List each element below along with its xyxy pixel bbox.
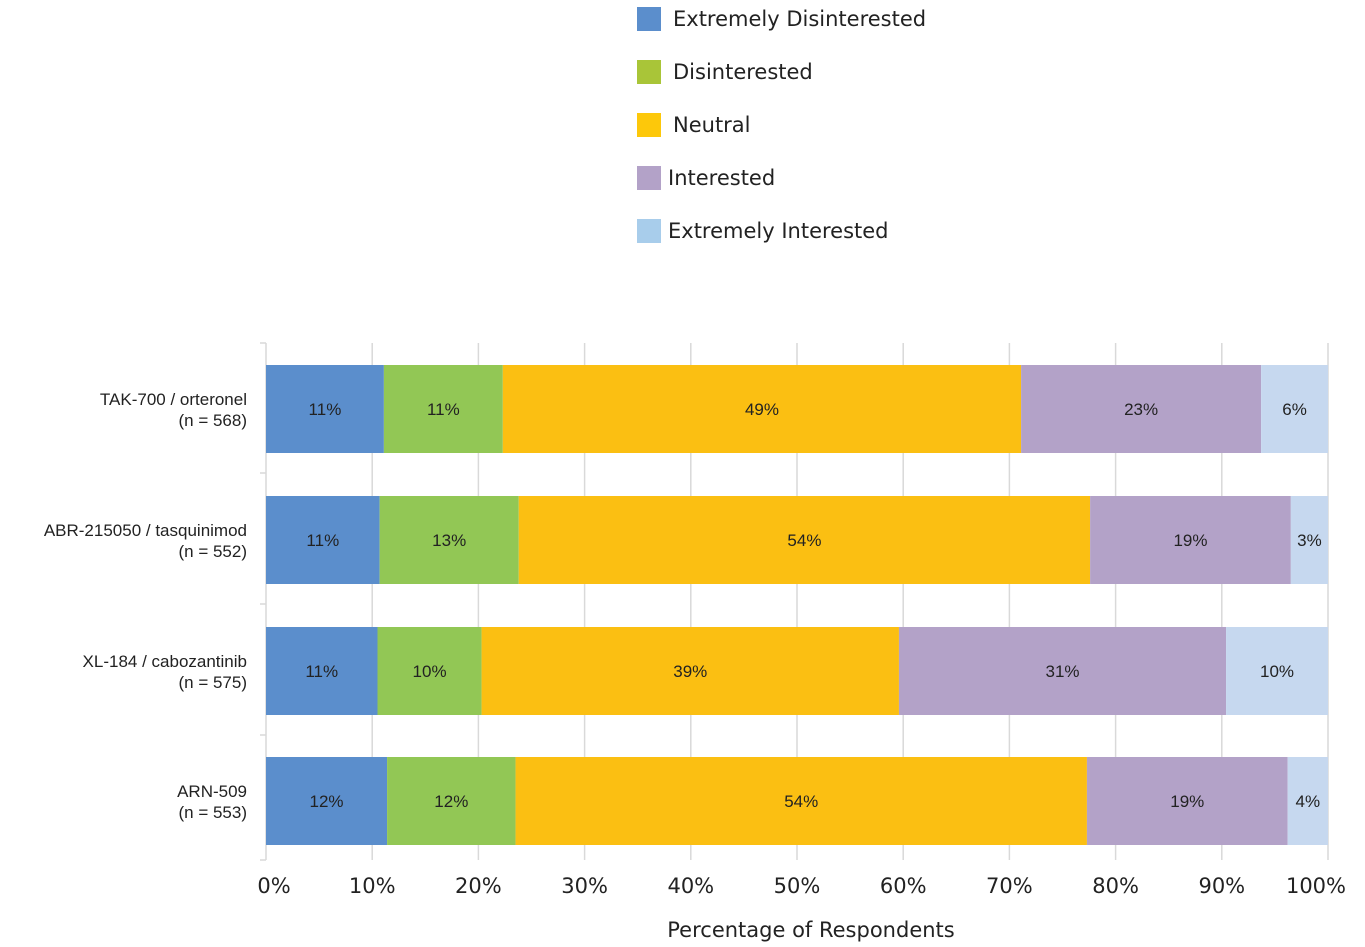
data-label-2-4: 19% [1173, 531, 1207, 550]
data-label-4-2: 12% [434, 792, 468, 811]
bar-segment-4-4 [1086, 757, 1288, 845]
x-tick-20pct: 20% [455, 874, 502, 898]
category-label-1-line-1: TAK-700 / orteronel [100, 390, 247, 409]
legend-swatch-4 [637, 166, 661, 190]
x-tick-60pct: 60% [880, 874, 927, 898]
data-label-4-1: 12% [310, 792, 344, 811]
bar-segment-1-3 [502, 365, 1022, 453]
chart-legend: Extremely Disinterested Disinterested Neut… [637, 7, 926, 243]
data-label-3-5: 10% [1260, 662, 1294, 681]
legend-label-1: Extremely Disinterested [673, 7, 926, 31]
legend-label-3: Neutral [673, 113, 751, 137]
category-label-2-line-2: (n = 552) [178, 542, 247, 561]
legend-label-5: Extremely Interested [668, 219, 889, 243]
legend-label-2: Disinterested [673, 60, 813, 84]
x-tick-100pct: 100% [1286, 874, 1346, 898]
x-tick-40pct: 40% [667, 874, 714, 898]
bar-segment-3-1 [266, 627, 378, 715]
data-label-4-5: 4% [1296, 792, 1321, 811]
bar-segment-4-1 [266, 757, 388, 845]
legend-label-4: Interested [668, 166, 775, 190]
category-label-4-line-1: ARN-509 [177, 782, 247, 801]
bar-segment-2-2 [379, 496, 519, 584]
bar-segment-3-4 [898, 627, 1227, 715]
bar-segment-1-4 [1021, 365, 1262, 453]
data-label-1-2: 11% [427, 400, 460, 419]
category-label-3-line-1: XL-184 / cabozantinib [83, 652, 247, 671]
data-label-4-3: 54% [784, 792, 818, 811]
bar-segment-3-2 [377, 627, 482, 715]
category-label-4-line-2: (n = 553) [178, 803, 247, 822]
x-tick-90pct: 90% [1198, 874, 1245, 898]
data-label-2-2: 13% [432, 531, 466, 550]
legend-swatch-5 [637, 219, 661, 243]
legend-swatch-1 [637, 7, 661, 31]
data-label-2-5: 3% [1297, 531, 1322, 550]
category-label-3-line-2: (n = 575) [178, 673, 247, 692]
x-tick-30pct: 30% [561, 874, 608, 898]
category-label-2-line-1: ABR-215050 / tasquinimod [44, 521, 247, 540]
x-axis-ticks: 0% 10% 20% 30% 40% 50% 60% 70% 80% 90% 100% [257, 874, 1346, 898]
category-labels: TAK-700 / orteronel (n = 568) ABR-215050 /… [44, 390, 247, 822]
data-label-1-4: 23% [1124, 400, 1158, 419]
bar-segment-2-3 [518, 496, 1091, 584]
bar-segment-4-5 [1287, 757, 1328, 845]
bar-segment-4-3 [515, 757, 1087, 845]
data-label-4-4: 19% [1170, 792, 1204, 811]
bar-segment-1-5 [1261, 365, 1328, 453]
data-label-3-1: 11% [305, 662, 338, 681]
bar-segment-3-5 [1226, 627, 1328, 715]
x-axis-title: Percentage of Respondents [667, 918, 954, 942]
bar-segment-2-5 [1290, 496, 1328, 584]
data-label-3-3: 39% [673, 662, 707, 681]
bar-area: 11% 11% 49% 23% 6% 11% 13% 54% 19% 3% 11% 10% 39% 31%… [266, 365, 1328, 845]
data-label-3-4: 31% [1045, 662, 1079, 681]
bar-segment-3-3 [481, 627, 899, 715]
data-label-2-1: 11% [306, 531, 339, 550]
data-label-3-2: 10% [413, 662, 447, 681]
data-label-1-5: 6% [1282, 400, 1307, 419]
bar-segment-1-1 [266, 365, 384, 453]
x-tick-0pct: 0% [257, 874, 290, 898]
bar-segment-4-2 [387, 757, 516, 845]
data-label-2-3: 54% [787, 531, 821, 550]
x-tick-70pct: 70% [986, 874, 1033, 898]
bar-segment-1-2 [383, 365, 503, 453]
legend-swatch-2 [637, 60, 661, 84]
category-label-1-line-2: (n = 568) [178, 411, 247, 430]
data-label-1-3: 49% [745, 400, 779, 419]
bar-segment-2-4 [1090, 496, 1291, 584]
x-tick-50pct: 50% [774, 874, 821, 898]
bar-segment-2-1 [266, 496, 380, 584]
data-label-1-1: 11% [309, 400, 342, 419]
x-tick-80pct: 80% [1092, 874, 1139, 898]
legend-swatch-3 [637, 113, 661, 137]
x-tick-10pct: 10% [349, 874, 396, 898]
